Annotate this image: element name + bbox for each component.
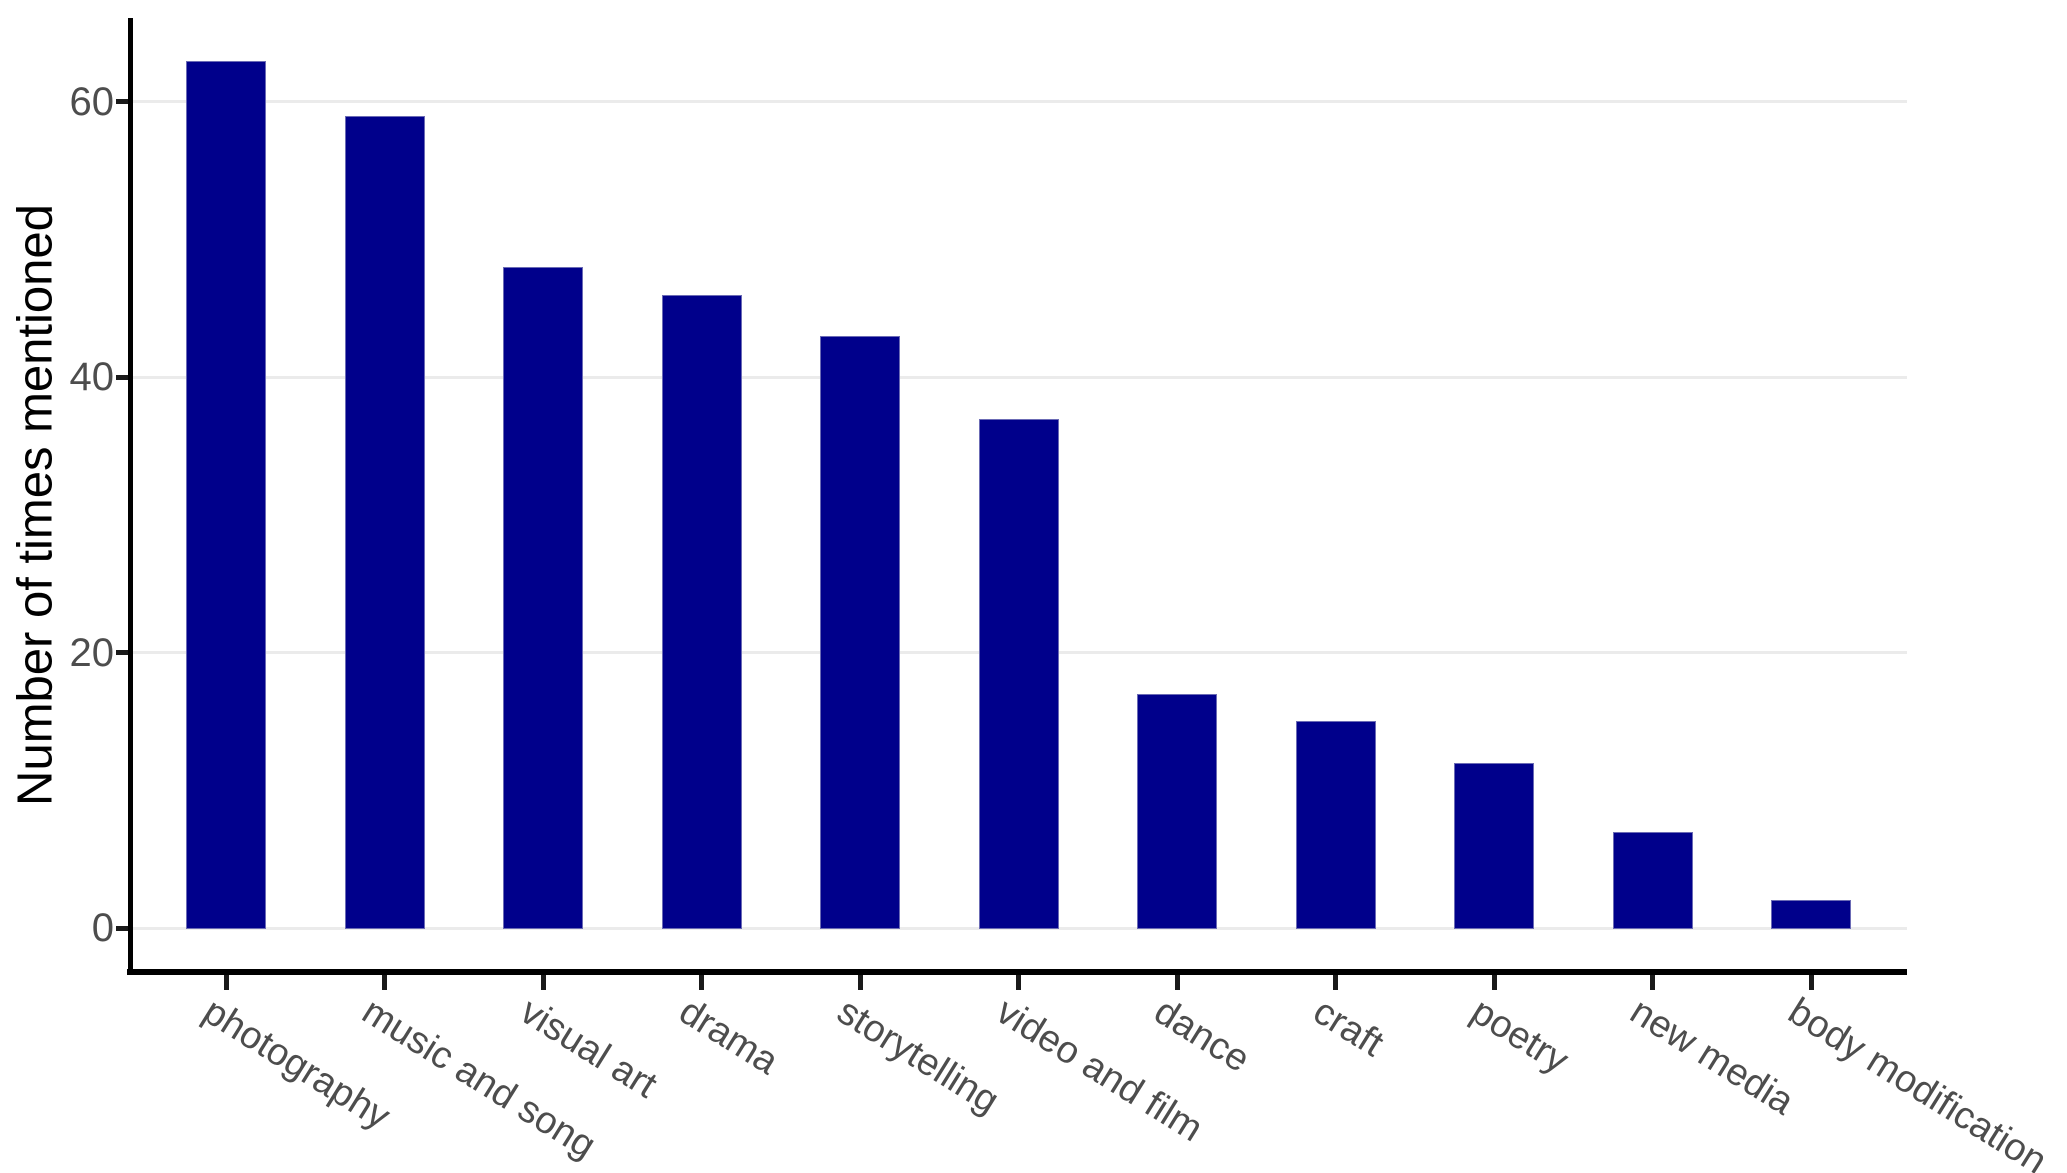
- x-axis-tick-2: [382, 975, 387, 990]
- y-tick-label-60: 60: [69, 79, 115, 124]
- bar-drama: [661, 294, 742, 930]
- x-axis-tick-7: [1174, 975, 1180, 990]
- x-axis-tick-5: [857, 975, 863, 990]
- y-tick-label-40: 40: [69, 355, 115, 400]
- x-tick-label-craft: craft: [1305, 990, 1391, 1066]
- bar-photography: [186, 60, 266, 930]
- bar-storytelling: [820, 336, 900, 930]
- gridline-60: [130, 100, 1907, 104]
- y-axis-tick-60: [116, 99, 130, 105]
- bar-music-and-song: [344, 115, 425, 930]
- bar-dance: [1137, 693, 1217, 930]
- bar-body-modification: [1771, 900, 1851, 930]
- bar-craft: [1295, 721, 1376, 930]
- x-axis-tick-1: [223, 975, 229, 990]
- x-axis-tick-6: [1016, 975, 1021, 990]
- bar-video-and-film: [978, 418, 1059, 930]
- y-axis-line: [127, 18, 133, 975]
- x-axis-line: [127, 969, 1907, 975]
- x-axis-tick-10: [1650, 975, 1655, 990]
- x-axis-tick-8: [1333, 975, 1338, 990]
- x-axis-tick-9: [1491, 975, 1497, 990]
- x-tick-label-new-media: new media: [1622, 990, 1801, 1124]
- x-tick-label-poetry: poetry: [1463, 990, 1576, 1082]
- y-tick-label-20: 20: [69, 630, 115, 675]
- bar-visual-art: [503, 267, 583, 930]
- x-tick-label-drama: drama: [671, 990, 785, 1084]
- x-axis-tick-11: [1808, 975, 1814, 990]
- bar-new-media: [1612, 831, 1693, 930]
- y-axis-title: Number of times mentioned: [8, 204, 63, 806]
- x-axis-tick-4: [699, 975, 704, 990]
- x-tick-label-dance: dance: [1146, 990, 1257, 1081]
- y-axis-tick-40: [116, 374, 130, 380]
- y-axis-tick-20: [116, 650, 130, 656]
- y-tick-label-0: 0: [91, 906, 114, 950]
- x-axis-tick-3: [540, 975, 546, 990]
- gridline-40: [130, 375, 1907, 379]
- x-tick-label-storytelling: storytelling: [829, 990, 1007, 1123]
- y-axis-tick-0: [116, 925, 130, 931]
- bar-poetry: [1454, 762, 1534, 930]
- x-tick-label-body-modification: body modification: [1780, 990, 2054, 1173]
